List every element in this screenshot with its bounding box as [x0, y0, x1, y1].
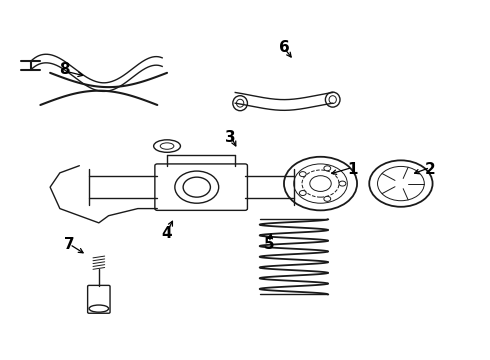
Circle shape: [299, 172, 306, 177]
Circle shape: [299, 190, 306, 195]
Circle shape: [302, 170, 339, 197]
Ellipse shape: [160, 143, 174, 149]
Text: 5: 5: [264, 237, 275, 252]
Circle shape: [294, 164, 347, 203]
Circle shape: [369, 160, 433, 207]
Ellipse shape: [329, 96, 336, 104]
Ellipse shape: [325, 92, 340, 107]
Circle shape: [310, 176, 331, 192]
Ellipse shape: [89, 305, 109, 312]
Ellipse shape: [237, 99, 244, 107]
Circle shape: [284, 157, 357, 210]
Text: 8: 8: [59, 62, 70, 77]
Circle shape: [324, 166, 331, 171]
FancyBboxPatch shape: [155, 164, 247, 210]
Text: 3: 3: [225, 130, 236, 145]
Circle shape: [175, 171, 219, 203]
Text: 1: 1: [347, 162, 357, 177]
Circle shape: [324, 196, 331, 201]
Circle shape: [339, 181, 346, 186]
Circle shape: [183, 177, 210, 197]
Ellipse shape: [233, 96, 247, 111]
Text: 2: 2: [425, 162, 436, 177]
Text: 7: 7: [64, 237, 75, 252]
FancyBboxPatch shape: [88, 285, 110, 313]
Text: 6: 6: [279, 40, 290, 55]
Ellipse shape: [154, 140, 180, 152]
Text: 4: 4: [162, 226, 172, 241]
Circle shape: [377, 166, 424, 201]
